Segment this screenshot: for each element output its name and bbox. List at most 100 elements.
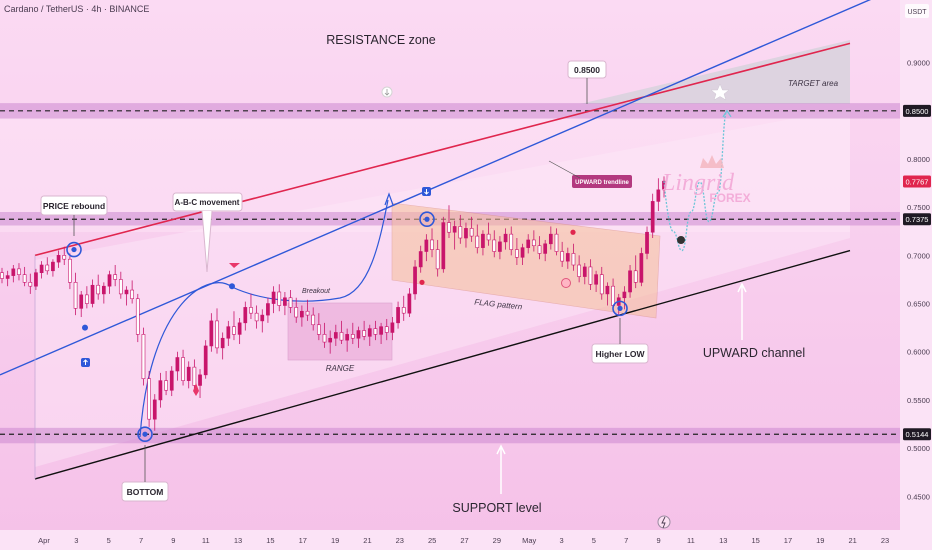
candle-body [639,253,644,283]
candle-body [305,310,310,316]
candle-body [85,294,89,304]
x-tick-label: 23 [881,536,889,545]
candle-body [51,261,55,272]
candle-body [203,345,208,376]
flag-dot [419,279,425,285]
star-icon [710,83,730,101]
candle-body [135,298,140,335]
candle-body [543,243,548,254]
support-arrow-icon [496,444,506,494]
candle-body [492,239,497,252]
candle-body [300,310,304,318]
candle-body [560,251,565,262]
pivot-dot [424,216,430,222]
candle-body [152,399,157,420]
candle-body [328,337,333,343]
price-label-badge [903,175,931,188]
candle-body [520,247,525,258]
candle-body [396,307,400,324]
candle-body [390,322,395,333]
y-tick-label: 0.5500 [907,396,930,405]
x-tick-label: 29 [493,536,501,545]
flag-marker-icon [229,263,240,268]
candle-body [418,251,423,268]
candle-body [181,357,185,381]
projection-path [663,110,728,252]
upward-trendline-callout: UPWARD trendline [548,160,632,188]
svg-text:A-B-C movement: A-B-C movement [175,198,240,207]
candle-body [345,334,350,341]
price-label-badge [903,104,931,117]
candle-body [509,233,514,250]
candle-body [537,245,542,254]
y-tick-label: 0.7500 [907,203,930,212]
candle-body [316,324,321,335]
candle-body [147,378,151,420]
zone-support [0,427,900,444]
price-label-text: 0.7767 [906,177,929,186]
candle-body [232,326,236,335]
candle-body [294,307,299,318]
candle-body [452,226,457,233]
candle-body [56,255,61,263]
candle-body [113,274,118,280]
candle-body [226,326,231,339]
candle-body [130,289,134,300]
candle-body [481,233,485,248]
flag-dot [570,229,576,235]
candle-body [656,189,661,202]
candle-body [271,291,276,304]
candle-body [209,320,214,347]
arrow-down-marker-icon [422,187,431,196]
candle-body [599,274,604,295]
candle-body [107,274,112,287]
down-marker-arrow-icon [384,89,390,96]
candle-body [62,255,67,260]
candle-body [424,239,429,252]
candle-body [186,366,191,381]
x-tick-label: 13 [234,536,242,545]
y-tick-label: 0.9000 [907,59,930,68]
candle-body [486,233,491,241]
x-tick-label: 11 [687,536,695,545]
candle-body [582,266,587,277]
svg-text:0.8500: 0.8500 [574,65,600,75]
candle-body [28,282,33,287]
resistance-line [34,42,851,257]
pivot-highlight-circle [66,241,82,258]
candle-body [401,307,406,314]
x-tick-label: 13 [719,536,727,545]
candle-body [622,291,627,299]
candle-body [277,291,282,306]
svg-text:BOTTOM: BOTTOM [127,487,164,497]
y-tick-label: 0.6000 [907,348,930,357]
svg-text:Higher LOW: Higher LOW [595,349,645,359]
candle-body [435,249,440,270]
channel-arrow-icon [737,282,747,340]
candle-body [430,239,434,250]
candle-body [141,334,146,380]
candle-body [237,322,242,335]
candle-body [458,226,463,239]
x-tick-label: 15 [751,536,759,545]
candle-body [650,201,655,233]
price-label-badge [903,428,931,441]
candle-body [73,282,78,309]
snail-icon [561,278,571,288]
brand-name: Lingrid [661,170,735,196]
bottom-callout: BOTTOM [121,445,169,502]
x-tick-label: 17 [784,536,792,545]
candle-body [407,293,412,314]
candle-body [464,228,468,239]
candle-body [220,337,225,349]
candle-body [322,334,327,343]
x-tick-label: 17 [299,536,307,545]
y-tick-label: 0.7000 [907,251,930,260]
pivot-dot [617,305,623,311]
x-tick-label: Apr [38,536,50,545]
target-area-fill [580,40,850,104]
candle-body [526,239,531,248]
upward-trendline [0,0,872,376]
currency-badge [905,4,929,18]
candle-body [96,284,101,295]
